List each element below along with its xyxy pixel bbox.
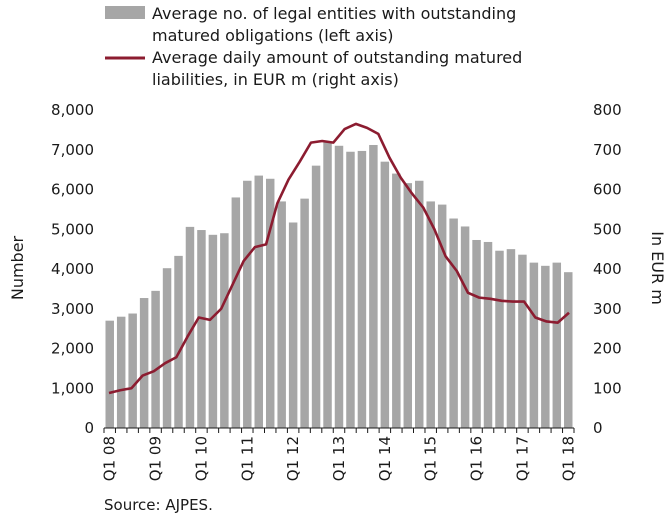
y-left-tick-label: 7,000 [51, 141, 94, 159]
left-ticks: 0 1,000 2,000 3,000 4,000 5,000 6,000 7,000 8,00… [51, 101, 94, 437]
y-left-tick-label: 6,000 [51, 181, 94, 199]
x-tick-label: Q1 08 [101, 436, 119, 481]
x-ticks: Q1 08 Q1 09 Q1 10 Q1 11 Q1 12 Q1 13 Q1 14 Q1 15… [101, 428, 577, 481]
x-tick-label: Q1 09 [147, 436, 165, 481]
bar [426, 201, 435, 428]
y-axis-right-title: In EUR m [648, 231, 667, 305]
bar [105, 320, 114, 428]
bar [288, 222, 298, 428]
bar [231, 197, 241, 428]
y-right-tick-label: 500 [593, 220, 622, 238]
y-left-tick-label: 5,000 [51, 220, 94, 238]
bar [357, 150, 367, 428]
legend-label-bars-line1: Average no. of legal entities with outst… [152, 4, 516, 23]
bar [380, 161, 390, 428]
bar [346, 151, 355, 429]
bar [185, 226, 195, 428]
bar [403, 183, 413, 428]
y-left-tick-label: 0 [84, 419, 94, 437]
bar [265, 178, 275, 428]
line-group [108, 122, 570, 395]
x-tick-label: Q1 13 [330, 436, 348, 481]
x-tick-label: Q1 12 [284, 436, 302, 481]
bar [162, 268, 172, 428]
bar [208, 234, 218, 428]
x-tick-label: Q1 14 [376, 436, 394, 481]
bar [254, 175, 263, 428]
bar [369, 144, 378, 429]
series-line [108, 122, 570, 395]
bar [151, 290, 160, 428]
legend-label-bars-line2: matured obligations (left axis) [152, 26, 394, 45]
legend-label-line-line2: liabilities, in EUR m (right axis) [152, 70, 399, 89]
bar [415, 180, 424, 428]
bar [437, 204, 447, 428]
bars-group [105, 141, 573, 429]
y-right-tick-label: 400 [593, 260, 622, 278]
y-axis-left-title: Number [8, 235, 27, 300]
x-tick-label: Q1 18 [559, 436, 577, 481]
y-left-tick-label: 2,000 [51, 340, 94, 358]
source-note: Source: AJPES. [104, 496, 213, 514]
y-right-tick-label: 600 [593, 181, 622, 199]
y-right-tick-label: 700 [593, 141, 622, 159]
legend: Average no. of legal entities with outst… [105, 4, 522, 89]
bar [564, 272, 573, 428]
bar [174, 255, 183, 428]
bar [495, 250, 504, 428]
bar [197, 230, 206, 428]
y-left-tick-label: 4,000 [51, 260, 94, 278]
y-right-tick-label: 100 [593, 379, 622, 397]
y-right-tick-label: 300 [593, 300, 622, 318]
bar [518, 254, 527, 428]
bar [483, 241, 493, 428]
y-right-tick-label: 200 [593, 340, 622, 358]
bar [277, 201, 286, 428]
bar [116, 316, 126, 428]
bar [128, 313, 137, 428]
legend-swatch-bars [105, 6, 145, 19]
x-tick-label: Q1 15 [422, 436, 440, 481]
right-ticks: 0 100 200 300 400 500 600 700 800 [593, 101, 622, 437]
bar [323, 141, 332, 429]
y-left-tick-label: 1,000 [51, 379, 94, 397]
bar [334, 145, 344, 428]
bar [139, 298, 149, 428]
bar [552, 262, 562, 428]
x-tick-label: Q1 11 [238, 436, 256, 481]
bar [449, 218, 458, 428]
bar [460, 226, 470, 428]
y-left-tick-label: 3,000 [51, 300, 94, 318]
legend-label-line-line1: Average daily amount of outstanding matu… [152, 48, 522, 67]
bar [300, 198, 309, 428]
bar [472, 239, 481, 428]
x-tick-label: Q1 16 [468, 436, 486, 481]
y-left-tick-label: 8,000 [51, 101, 94, 119]
y-right-tick-label: 800 [593, 101, 622, 119]
bar [220, 233, 229, 428]
bar [392, 173, 401, 428]
y-right-tick-label: 0 [593, 419, 603, 437]
bar [529, 262, 539, 428]
bar [541, 265, 550, 428]
bar [243, 180, 252, 428]
bar [506, 249, 516, 429]
x-tick-label: Q1 17 [513, 436, 531, 481]
bar [311, 165, 321, 428]
x-tick-label: Q1 10 [192, 436, 210, 481]
